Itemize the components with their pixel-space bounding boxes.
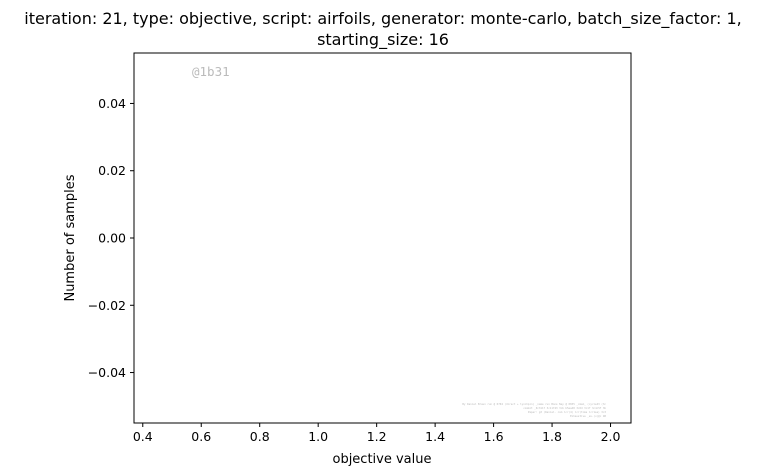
y-tick-label: −0.02 <box>88 298 126 313</box>
chart-title-line-2: starting_size: 16 <box>317 30 449 50</box>
x-axis: 0.4 0.6 0.8 1.0 1.2 1.4 1.6 1.8 2.0 <box>133 423 621 444</box>
plot-area <box>133 52 632 424</box>
x-tick-label: 1.2 <box>367 429 387 444</box>
chart-title-line-1: iteration: 21, type: objective, script: … <box>24 9 742 29</box>
y-tick-label: −0.04 <box>88 365 126 380</box>
x-tick-label: 1.8 <box>542 429 562 444</box>
y-tick-label: 0.02 <box>98 163 126 178</box>
y-axis: 0.04 0.02 0.00 −0.02 −0.04 <box>88 96 134 380</box>
footer-note: By Daniel Braun run @ 0704 (direct + lyn… <box>462 402 606 418</box>
watermark-annotation: @1b31 <box>192 64 230 79</box>
footer-note-line-1: By Daniel Braun run @ 0704 (direct + lyn… <box>462 402 606 406</box>
footer-note-line-2: commit _0c3117 3c11743 3cb b5aa48 3c6d 3… <box>523 406 606 410</box>
x-axis-label: objective value <box>332 452 431 467</box>
x-tick-label: 1.4 <box>425 429 445 444</box>
x-tick-label: 1.6 <box>484 429 504 444</box>
x-tick-label: 0.4 <box>133 429 153 444</box>
footer-note-line-4: Exhaustive _ev-(v)@c 4B <box>570 414 606 418</box>
y-tick-label: 0.04 <box>98 96 126 111</box>
y-axis-label: Number of samples <box>63 174 78 301</box>
y-tick-label: 0.00 <box>98 231 126 246</box>
x-tick-label: 0.8 <box>250 429 270 444</box>
footer-note-line-3: Paper: g3 (Daniel. com lcr(4) lcr(time l… <box>528 410 607 414</box>
x-tick-label: 0.6 <box>191 429 211 444</box>
x-tick-label: 1.0 <box>308 429 328 444</box>
x-tick-label: 2.0 <box>601 429 621 444</box>
